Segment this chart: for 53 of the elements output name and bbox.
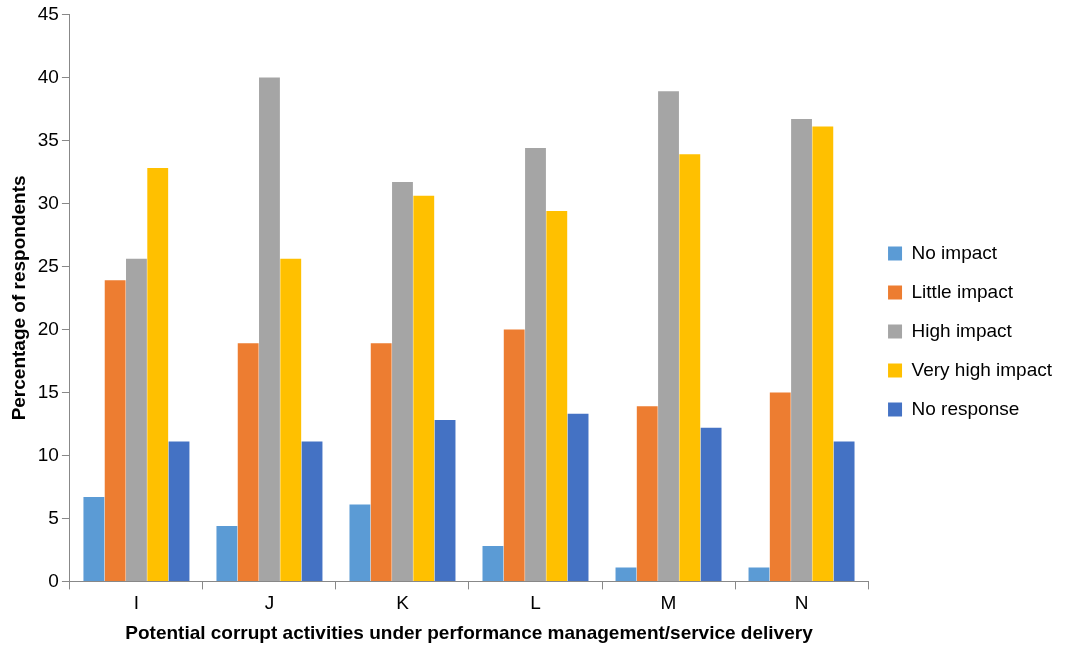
bar	[434, 420, 456, 581]
y-tick-label: 5	[48, 506, 59, 528]
legend-label: Little impact	[911, 280, 1014, 302]
x-axis-title: Potential corrupt activities under performance management/service delivery	[125, 621, 814, 643]
y-tick-label: 25	[37, 254, 59, 276]
bar	[259, 77, 280, 581]
legend-label: Very high impact	[911, 358, 1053, 380]
y-tick-label: 30	[37, 191, 59, 213]
y-tick-label: 10	[37, 443, 59, 465]
bar	[812, 126, 834, 581]
bar	[679, 154, 701, 581]
bar	[370, 343, 392, 581]
bar	[301, 441, 323, 581]
bar	[748, 567, 770, 581]
bar	[413, 195, 435, 581]
bar	[791, 118, 812, 581]
bar	[525, 147, 546, 581]
y-tick-label: 45	[37, 2, 59, 24]
bar	[104, 280, 126, 581]
y-axis-title: Percentage of respondents	[7, 175, 29, 421]
bar	[769, 392, 791, 581]
bar	[392, 181, 413, 581]
legend-label: No response	[911, 397, 1020, 419]
bar	[658, 91, 679, 581]
bar	[636, 406, 658, 581]
y-tick-label: 40	[37, 65, 59, 87]
bar	[83, 496, 105, 581]
x-tick-label: I	[133, 592, 140, 614]
bar	[482, 546, 504, 581]
bar	[237, 343, 259, 581]
bar	[503, 329, 525, 581]
bar	[349, 504, 371, 581]
x-tick-label: K	[396, 592, 410, 614]
bar	[833, 441, 855, 581]
legend-label: High impact	[911, 319, 1013, 341]
y-tick-label: 0	[48, 569, 59, 591]
x-tick-label: N	[794, 592, 809, 614]
bar	[615, 567, 637, 581]
bar	[567, 413, 589, 581]
x-tick-label: J	[264, 592, 275, 614]
y-tick-label: 15	[37, 380, 59, 402]
bar	[147, 168, 169, 581]
bar	[168, 441, 190, 581]
y-tick-label: 35	[37, 128, 59, 150]
bar	[546, 210, 568, 581]
y-tick-label: 20	[37, 317, 59, 339]
bar	[126, 258, 147, 581]
x-tick-label: L	[530, 592, 541, 614]
bar	[280, 258, 302, 581]
bar	[700, 427, 722, 581]
bar	[216, 525, 238, 581]
legend-label: No impact	[911, 241, 998, 263]
x-tick-label: M	[660, 592, 677, 614]
